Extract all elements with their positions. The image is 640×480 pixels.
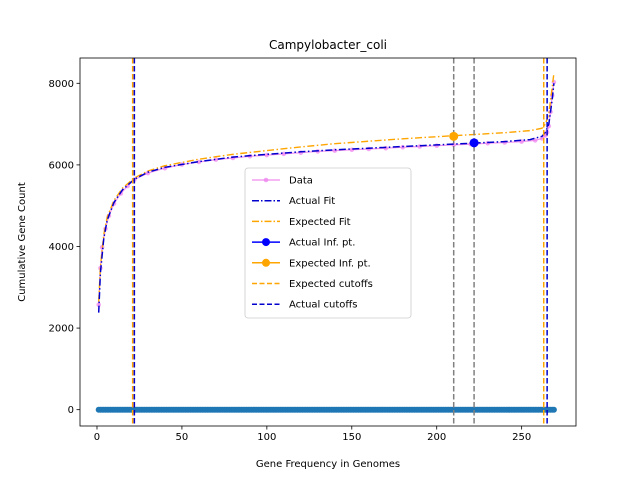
scatter-point [550,406,557,413]
legend-label: Expected Inf. pt. [289,258,371,269]
legend-label: Expected Fit [289,217,351,228]
legend-label: Actual Fit [289,196,335,207]
plot-area [95,58,557,426]
actual-inflection-point [469,138,479,148]
legend-label: Actual cutoffs [289,300,357,311]
chart-title: Campylobacter_coli [269,38,387,52]
legend-label: Expected cutoffs [289,279,373,290]
legend: Data Actual Fit Expected Fit Actual Inf. pt… [244,167,412,319]
y-tick-label: 0 [68,405,74,416]
data-point [96,302,101,308]
actual-fit-line [97,83,555,313]
legend-label: Data [289,176,313,187]
x-tick-label: 250 [512,432,531,443]
expected-inflection-point [449,131,459,141]
y-axis: 0 2000 4000 6000 8000 [49,79,80,416]
legend-swatch-marker [263,177,269,183]
x-tick-label: 150 [342,432,361,443]
y-tick-label: 6000 [49,160,74,171]
data-point [332,148,338,153]
legend-frame [244,167,412,319]
y-tick-label: 8000 [49,79,74,90]
data-point [383,145,389,151]
data-point [400,145,406,150]
legend-swatch-marker [262,238,270,247]
x-tick-label: 200 [427,432,446,443]
legend-swatch-marker [262,258,270,267]
data-point [213,157,219,162]
y-axis-label: Cumulative Gene Count [17,182,28,302]
data-point [145,170,151,176]
x-tick-label: 0 [94,432,100,443]
x-axis: 0 50 100 150 200 250 [94,426,531,443]
axes-frame [79,57,577,427]
y-tick-label: 2000 [49,324,74,335]
x-tick-label: 50 [176,432,189,443]
legend-label: Actual Inf. pt. [289,238,355,249]
y-tick-label: 4000 [49,242,74,253]
data-point [196,159,202,165]
expected-fit-line [98,73,555,302]
x-tick-label: 100 [257,432,276,443]
x-axis-label: Gene Frequency in Genomes [256,459,400,470]
